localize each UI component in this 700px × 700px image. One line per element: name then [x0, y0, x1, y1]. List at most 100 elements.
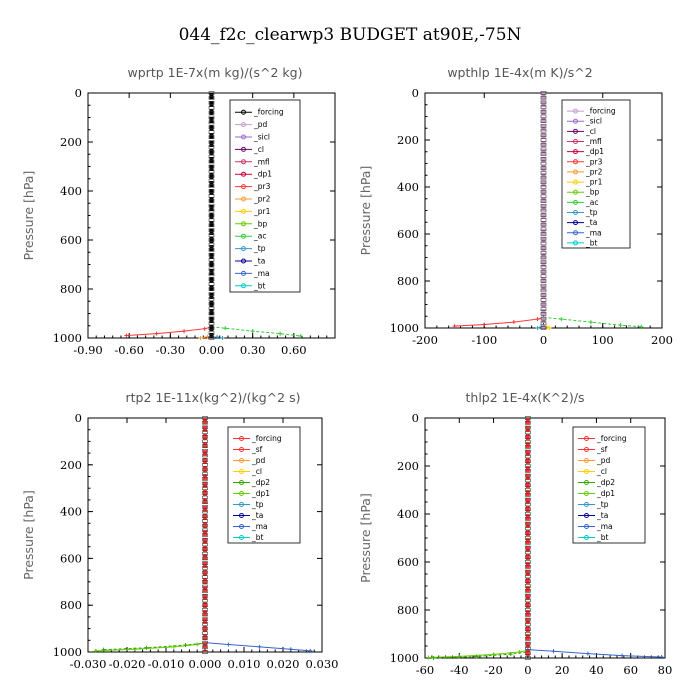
series-point: [639, 324, 644, 329]
zero-line-marker: [202, 448, 208, 453]
chart-panel-3: rtp2 1E-11x(kg^2)/(kg^2 s) Pressure [hPa]…: [21, 390, 338, 671]
zero-line-marker: [540, 288, 547, 293]
zero-line-marker: [540, 194, 547, 199]
legend-entry: _cl: [585, 127, 596, 136]
zero-line-marker: [540, 95, 547, 100]
y-axis-label: Pressure [hPa]: [358, 493, 373, 583]
zero-line-marker: [540, 110, 547, 114]
zero-line-marker: [525, 569, 531, 574]
zero-line-marker: [540, 100, 547, 105]
legend-marker: [239, 502, 244, 507]
legend-entry: _ma: [596, 522, 613, 531]
y-tick-label: 0: [75, 411, 82, 425]
zero-line-marker: [208, 218, 215, 223]
zero-line-marker: [540, 283, 547, 288]
legend-marker: [584, 447, 589, 452]
zero-line-marker: [540, 251, 547, 255]
zero-line-marker: [540, 166, 547, 170]
zero-line-marker: [525, 502, 531, 507]
zero-line-marker: [202, 416, 208, 420]
zero-line-marker: [208, 223, 215, 228]
legend-marker: [241, 246, 246, 252]
zero-line-marker: [202, 505, 208, 509]
legend-entry: _bp: [585, 188, 600, 197]
zero-line-marker: [208, 321, 215, 326]
legend-entry: _pr1: [585, 178, 603, 187]
zero-line-marker: [202, 537, 208, 542]
series-point: [124, 333, 129, 338]
zero-line-marker: [525, 536, 531, 540]
legend-box: [572, 426, 646, 544]
legend-marker: [241, 134, 246, 140]
legend-entry: _pd: [253, 120, 268, 129]
legend-entry: _cl: [253, 145, 264, 154]
zero-line-marker: [525, 564, 531, 569]
x-tick-label: 0: [524, 663, 531, 677]
x-tick-label: -0.020: [109, 657, 146, 671]
zero-line-marker: [208, 277, 215, 282]
zero-line-marker: [540, 232, 547, 236]
zero-line-marker: [202, 584, 208, 589]
series-point: [288, 647, 293, 652]
zero-line-marker: [540, 316, 547, 321]
y-tick-label: 600: [397, 555, 419, 569]
zero-line-marker: [202, 556, 208, 561]
x-tick-label: 40: [589, 663, 604, 677]
legend-marker: [584, 436, 589, 441]
zero-line-marker: [540, 189, 547, 194]
zero-line-marker: [208, 184, 215, 188]
zero-line-marker: [525, 636, 531, 641]
zero-line-marker: [540, 326, 547, 330]
legend-entry: _sf: [596, 445, 608, 454]
series-point: [535, 326, 540, 330]
series-point: [511, 320, 516, 325]
zero-line-marker: [202, 477, 208, 481]
zero-line-marker: [202, 608, 208, 612]
zero-line-marker: [202, 626, 208, 631]
legend-entry: _ma: [251, 522, 268, 531]
legend-marker: [573, 139, 578, 144]
zero-line-marker: [525, 593, 531, 598]
series-point: [457, 654, 462, 659]
zero-line-marker: [525, 641, 531, 646]
series-point: [154, 331, 159, 336]
legend-marker: [584, 524, 589, 529]
zero-line-marker: [202, 519, 208, 523]
legend-entry: _tp: [585, 208, 598, 217]
zero-line-marker: [540, 241, 547, 246]
x-tick-label: 0.020: [267, 657, 300, 671]
zero-line-marker: [540, 227, 547, 232]
zero-line-marker: [540, 297, 547, 302]
series-line-dp1: [454, 316, 544, 327]
zero-line-marker: [208, 169, 215, 174]
zero-line-marker: [208, 233, 215, 237]
series-point: [431, 656, 436, 660]
zero-line-marker: [208, 331, 215, 335]
x-tick-label: 0.000: [189, 657, 222, 671]
series-point: [559, 317, 564, 322]
series-point: [214, 335, 219, 340]
legend-entry: _tp: [251, 500, 264, 509]
series-point: [144, 645, 149, 650]
x-tick-label: -100: [471, 333, 497, 347]
zero-line-marker: [202, 420, 208, 425]
legend-entry: _ta: [596, 511, 608, 520]
zero-line-marker: [540, 91, 547, 95]
zero-line-marker: [525, 449, 531, 454]
zero-line-marker: [540, 246, 547, 250]
legend-marker: [573, 230, 578, 236]
series-point: [618, 323, 623, 328]
legend-entry: _forcing: [253, 108, 284, 117]
legend-marker: [584, 458, 589, 463]
zero-line-marker: [202, 617, 208, 622]
zero-line-marker: [540, 128, 547, 133]
zero-line-marker: [540, 124, 547, 128]
zero-line-marker: [202, 453, 208, 458]
x-tick-label: 60: [623, 663, 638, 677]
zero-line-marker: [540, 218, 547, 222]
series-point: [101, 647, 106, 652]
legend-marker: [241, 159, 246, 165]
series-point: [223, 326, 228, 331]
legend-entry: _pr3: [585, 157, 603, 166]
